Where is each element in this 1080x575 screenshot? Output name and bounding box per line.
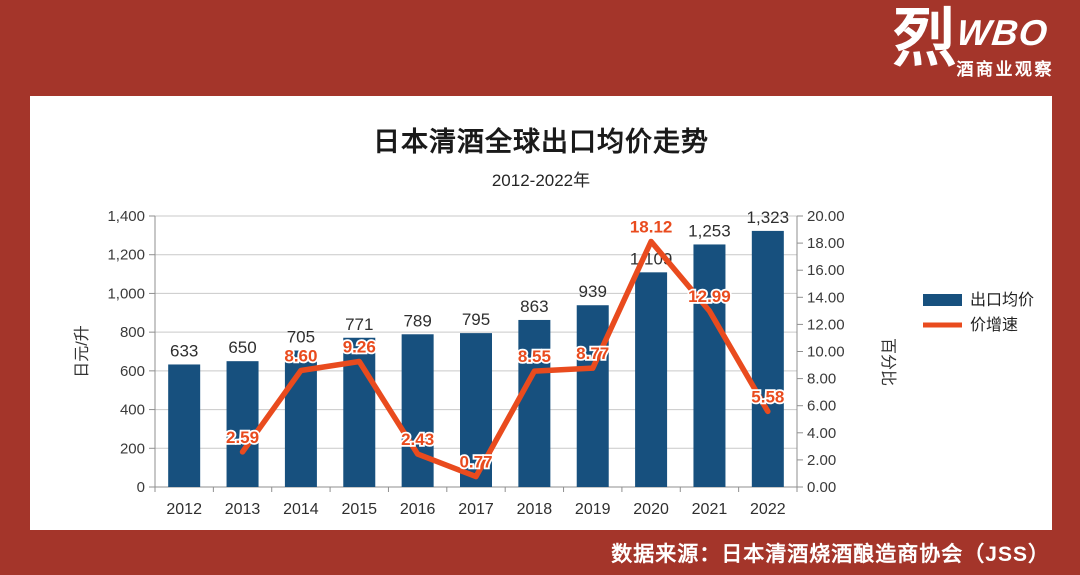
wbo-logo: 烈 WBO 酒商业观察 — [892, 2, 1055, 80]
x-axis-category-label: 2016 — [400, 501, 436, 518]
logo-tagline: 酒商业观察 — [956, 60, 1054, 79]
x-axis-category-label: 2015 — [341, 501, 377, 518]
bar-2013 — [226, 361, 259, 487]
growth-value-label: 9.26 — [343, 338, 376, 357]
left-axis-tick-label: 600 — [120, 363, 145, 380]
bar-value-label: 939 — [579, 282, 607, 301]
legend-label-line: 价增速 — [970, 316, 1018, 334]
legend-bar-swatch — [923, 294, 962, 306]
growth-value-label: 5.58 — [751, 387, 784, 406]
x-axis-category-label: 2018 — [517, 501, 553, 518]
bar-value-label: 795 — [462, 310, 490, 329]
right-axis-tick-label: 12.00 — [807, 316, 845, 333]
growth-value-label: 18.12 — [630, 217, 673, 236]
bar-value-label: 1,253 — [688, 221, 731, 240]
right-axis-tick-label: 2.00 — [807, 452, 836, 469]
right-axis-tick-label: 6.00 — [807, 398, 836, 415]
chart-panel: 日本清酒全球出口均价走势 2012-2022年 0 200 400 600 800 1,0… — [30, 96, 1052, 530]
left-axis-tick-label: 200 — [120, 440, 145, 457]
right-axis-tick-label: 8.00 — [807, 371, 836, 388]
bar-2018 — [518, 319, 551, 487]
left-axis-tick-label: 1,000 — [107, 285, 145, 302]
legend-label-bar: 出口均价 — [970, 291, 1034, 309]
growth-value-label: 2.43 — [401, 430, 434, 449]
growth-value-label: 8.60 — [284, 346, 317, 365]
right-axis-tick-label: 4.00 — [807, 425, 836, 442]
right-axis-tick-label: 14.00 — [807, 289, 845, 306]
chart-subtitle: 2012-2022年 — [491, 171, 591, 190]
right-axis-tick-label: 0.00 — [807, 479, 836, 496]
growth-value-label: 0.77 — [459, 453, 492, 472]
left-axis-tick-label: 400 — [120, 402, 145, 419]
x-axis-category-label: 2013 — [225, 501, 261, 518]
left-axis-tick-label: 800 — [120, 324, 145, 341]
x-axis-category-label: 2020 — [633, 501, 669, 518]
x-axis-category-label: 2017 — [458, 501, 494, 518]
right-axis-tick-label: 10.00 — [807, 344, 845, 361]
source-bar: 数据来源：日本清酒烧酒酿造商协会（JSS） — [0, 530, 1080, 575]
right-axis-title: 百分比 — [879, 338, 897, 386]
left-axis-tick-label: 1,200 — [107, 247, 145, 264]
x-axis-category-label: 2019 — [575, 501, 611, 518]
bar-value-label: 705 — [287, 328, 315, 347]
growth-value-label: 8.77 — [576, 344, 609, 363]
combo-chart-canvas: 0 200 400 600 800 1,000 1,200 1,400 0.00 2.00 4.00… — [73, 208, 1034, 518]
bar-value-label: 633 — [170, 341, 198, 360]
chart-title: 日本清酒全球出口均价走势 — [373, 127, 709, 157]
bar-2016 — [401, 334, 434, 487]
bar-2022 — [751, 230, 784, 487]
data-source-text: 数据来源：日本清酒烧酒酿造商协会（JSS） — [611, 542, 1050, 566]
logo-lie-character: 烈 — [892, 2, 957, 74]
left-axis-tick-label: 1,400 — [107, 208, 145, 225]
bar-2019 — [576, 305, 609, 487]
growth-rate-line — [239, 238, 771, 480]
bar-value-label: 771 — [345, 315, 373, 334]
right-axis-tick-label: 20.00 — [807, 208, 845, 225]
logo-wbo-text: WBO — [954, 12, 1050, 53]
bar-value-label: 863 — [520, 297, 548, 316]
bar-2012 — [168, 364, 201, 487]
right-axis-tick-label: 16.00 — [807, 262, 845, 279]
growth-value-label: 12.99 — [688, 287, 731, 306]
bar-value-label: 650 — [228, 338, 256, 357]
bar-value-label: 789 — [403, 311, 431, 330]
right-axis-tick-label: 18.00 — [807, 235, 845, 252]
bar-value-label: 1,323 — [747, 208, 790, 227]
growth-value-label: 8.55 — [518, 347, 551, 366]
logo-right-block: WBO 酒商业观察 — [954, 12, 1055, 80]
x-axis-category-label: 2022 — [750, 501, 786, 518]
growth-value-label: 2.59 — [226, 428, 259, 447]
x-axis-category-label: 2012 — [166, 501, 202, 518]
bar-2021 — [693, 244, 726, 487]
x-axis-category-label: 2014 — [283, 501, 319, 518]
left-axis-title: 日元/升 — [73, 325, 91, 377]
bar-2020 — [635, 272, 668, 487]
x-axis-category-label: 2021 — [692, 501, 728, 518]
left-axis-tick-label: 0 — [137, 479, 145, 496]
